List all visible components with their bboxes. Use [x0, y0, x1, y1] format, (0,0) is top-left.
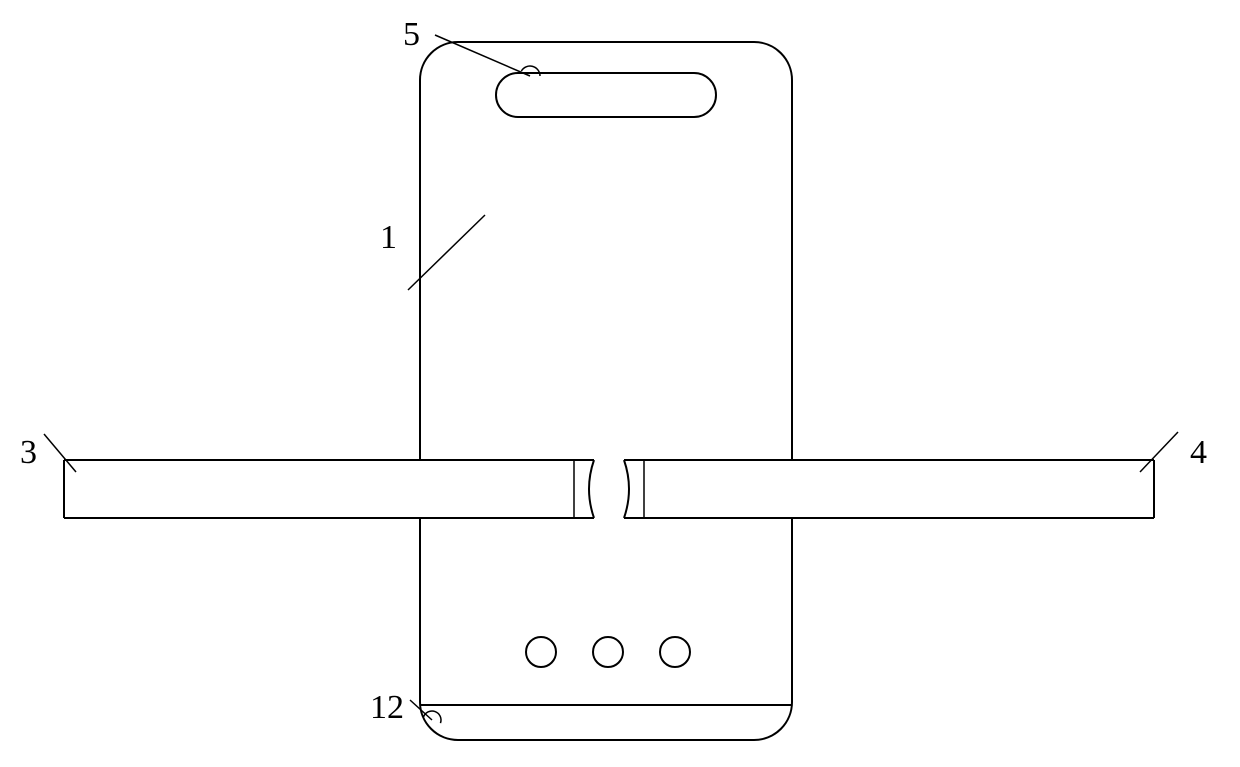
label-5-arc [521, 66, 540, 76]
label-5: 5 [403, 16, 420, 53]
label-4-leader [1140, 432, 1178, 472]
label-3: 3 [20, 434, 37, 471]
center-gap-fill [594, 460, 624, 518]
body-outline [420, 42, 792, 740]
handle-slot [496, 73, 716, 117]
label-12: 12 [370, 689, 404, 726]
label-4: 4 [1190, 434, 1207, 471]
left-arm-fill [64, 460, 594, 518]
hole-2 [593, 637, 623, 667]
right-arm-fill [624, 460, 1154, 518]
label-1: 1 [380, 219, 397, 256]
label-3-leader [44, 434, 76, 472]
hole-1 [526, 637, 556, 667]
hole-3 [660, 637, 690, 667]
